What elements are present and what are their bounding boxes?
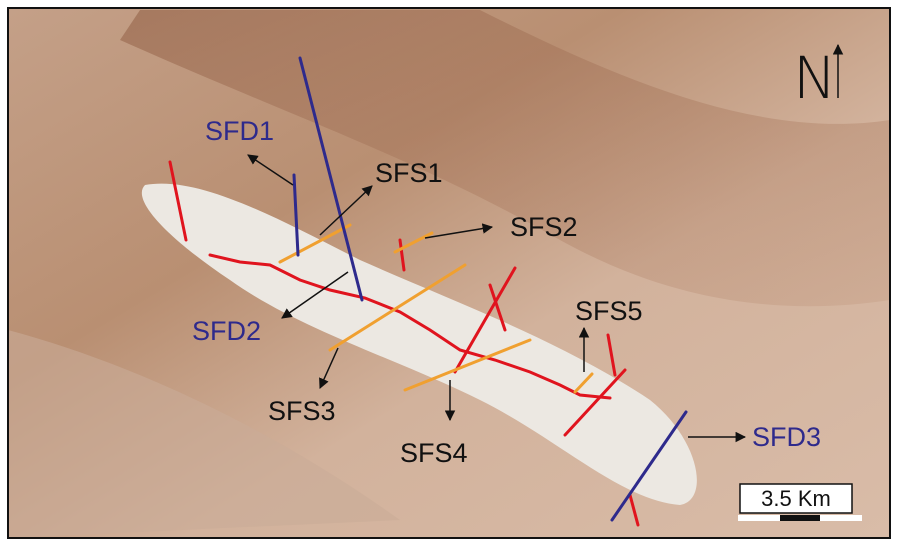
map-label: SFD1 xyxy=(205,116,274,146)
page: SFD1 SFS1 SFS2 SFD2 SFS5 SFS3 SFS4 SFD3 … xyxy=(0,0,899,544)
map-label: SFS3 xyxy=(268,396,336,426)
scale-segment xyxy=(780,515,820,521)
map-label: SFS4 xyxy=(400,438,468,468)
map-label: SFS1 xyxy=(375,158,443,188)
map-label: SFD3 xyxy=(752,422,821,452)
scale-segment xyxy=(820,515,862,521)
map: SFD1 SFS1 SFS2 SFD2 SFS5 SFS3 SFS4 SFD3 … xyxy=(0,0,899,544)
map-label: SFS2 xyxy=(510,212,578,242)
scale-segment xyxy=(738,515,780,521)
map-label: SFS5 xyxy=(575,296,643,326)
scale-label: 3.5 Km xyxy=(761,486,831,511)
north-label: N xyxy=(793,44,836,112)
map-label: SFD2 xyxy=(192,316,261,346)
